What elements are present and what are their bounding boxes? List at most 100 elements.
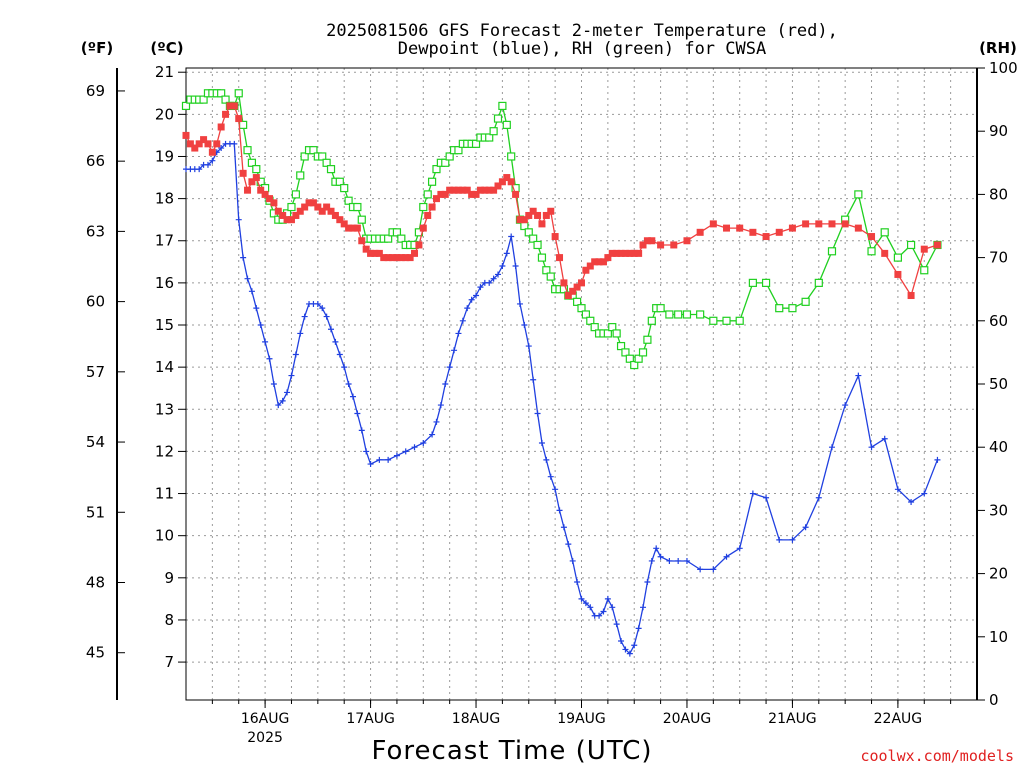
dewpoint-point xyxy=(328,326,335,333)
rh-point xyxy=(665,310,674,319)
dewpoint-point xyxy=(253,305,260,312)
temperature-point xyxy=(512,190,520,198)
temperature-point xyxy=(547,207,555,215)
temperature-point xyxy=(841,220,849,228)
temperature-point xyxy=(309,199,317,207)
rh-point xyxy=(608,323,617,332)
temperature-point xyxy=(318,207,326,215)
rh-point xyxy=(537,253,547,262)
temperature-point xyxy=(367,249,375,257)
dewpoint-point xyxy=(582,600,589,607)
chart-title-line1: 2025081506 GFS Forecast 2-meter Temperat… xyxy=(326,21,838,41)
temperature-point xyxy=(261,190,269,198)
rh-point xyxy=(625,354,634,363)
dewpoint-point xyxy=(763,494,770,501)
dewpoint-point xyxy=(578,595,585,602)
temperature-point xyxy=(384,254,392,262)
dewpoint-point xyxy=(622,646,629,653)
temperature-point xyxy=(279,211,287,219)
temperature-point xyxy=(538,220,546,228)
temperature-point xyxy=(314,203,322,211)
temperature-line xyxy=(185,105,938,298)
dewpoint-point xyxy=(446,364,453,371)
rh-point xyxy=(234,89,243,98)
rh-point xyxy=(581,310,590,319)
temperature-point xyxy=(490,186,498,194)
rh-point xyxy=(775,304,784,313)
temperature-point xyxy=(881,249,889,257)
dewpoint-point xyxy=(336,351,343,358)
rh-point xyxy=(507,152,516,161)
temperature-point xyxy=(389,254,397,262)
rh-point xyxy=(616,341,626,351)
temperature-point xyxy=(283,216,291,224)
rh-tick-label: 100 xyxy=(989,59,1018,77)
dewpoint-point xyxy=(411,444,418,451)
temperature-point xyxy=(569,287,577,295)
dewpoint-point xyxy=(437,402,444,409)
temperature-point xyxy=(353,224,361,232)
dewpoint-point xyxy=(855,372,862,379)
dewpoint-point xyxy=(319,305,326,312)
rh-point xyxy=(647,316,656,325)
dewpoint-point xyxy=(534,410,541,417)
temperature-point xyxy=(358,237,366,245)
temperature-point xyxy=(468,190,476,198)
date-tick-label: 19AUG xyxy=(557,711,606,727)
axis-ticks: 7 8 9 10 11 12 13 14 15 16 17 18 19 20 21 45 48 51 54 57 60 6… xyxy=(86,59,1018,746)
rh-line xyxy=(185,92,938,367)
dewpoint-point xyxy=(574,579,581,586)
dewpoint-point xyxy=(354,410,361,417)
temperature-point xyxy=(920,245,928,253)
rh-point xyxy=(630,360,639,370)
celsius-tick-label: 12 xyxy=(155,442,174,460)
temperature-point xyxy=(182,131,190,139)
rh-point xyxy=(300,152,309,161)
fahrenheit-tick-label: 57 xyxy=(86,363,105,381)
dewpoint-point xyxy=(477,284,484,291)
rh-point xyxy=(340,183,349,193)
fahrenheit-tick-label: 66 xyxy=(86,152,105,170)
dewpoint-point xyxy=(464,305,471,312)
rh-point xyxy=(573,297,582,306)
dewpoint-point xyxy=(556,507,563,514)
rh-series xyxy=(181,89,942,370)
rh-tick-label: 50 xyxy=(989,375,1008,393)
temperature-point xyxy=(507,178,515,186)
dewpoint-point xyxy=(600,608,607,615)
dewpoint-point xyxy=(626,650,633,657)
dewpoint-point xyxy=(420,439,427,446)
temperature-point xyxy=(582,266,590,274)
dewpoint-point xyxy=(301,313,308,320)
temperature-point xyxy=(643,237,651,245)
rh-point xyxy=(709,316,718,325)
dewpoint-point xyxy=(525,343,532,350)
rh-point xyxy=(247,158,257,167)
dewpoint-point xyxy=(275,402,282,409)
dewpoint-point xyxy=(495,271,502,278)
dewpoint-point xyxy=(376,456,383,463)
temperature-point xyxy=(336,216,344,224)
rh-point xyxy=(634,354,643,363)
dewpoint-point xyxy=(442,381,449,387)
temperature-point xyxy=(274,207,282,215)
dewpoint-point xyxy=(618,638,625,645)
temperature-point xyxy=(380,254,388,262)
dewpoint-point xyxy=(288,372,295,379)
credit-link[interactable]: coolwx.com/models xyxy=(860,747,1014,765)
rh-point xyxy=(489,127,498,136)
temperature-point xyxy=(556,254,564,262)
temperature-point xyxy=(323,203,331,211)
celsius-tick-label: 15 xyxy=(155,316,174,334)
temperature-point xyxy=(450,186,458,194)
temperature-point xyxy=(670,241,678,249)
rh-point xyxy=(432,165,441,174)
temperature-point xyxy=(415,241,423,249)
temperature-point xyxy=(626,249,634,257)
rh-point xyxy=(485,133,494,142)
temperature-point xyxy=(331,211,339,219)
dewpoint-point xyxy=(508,233,515,240)
rh-point xyxy=(392,228,402,237)
temperature-point xyxy=(591,258,599,266)
celsius-unit-label: (ºC) xyxy=(150,39,183,57)
